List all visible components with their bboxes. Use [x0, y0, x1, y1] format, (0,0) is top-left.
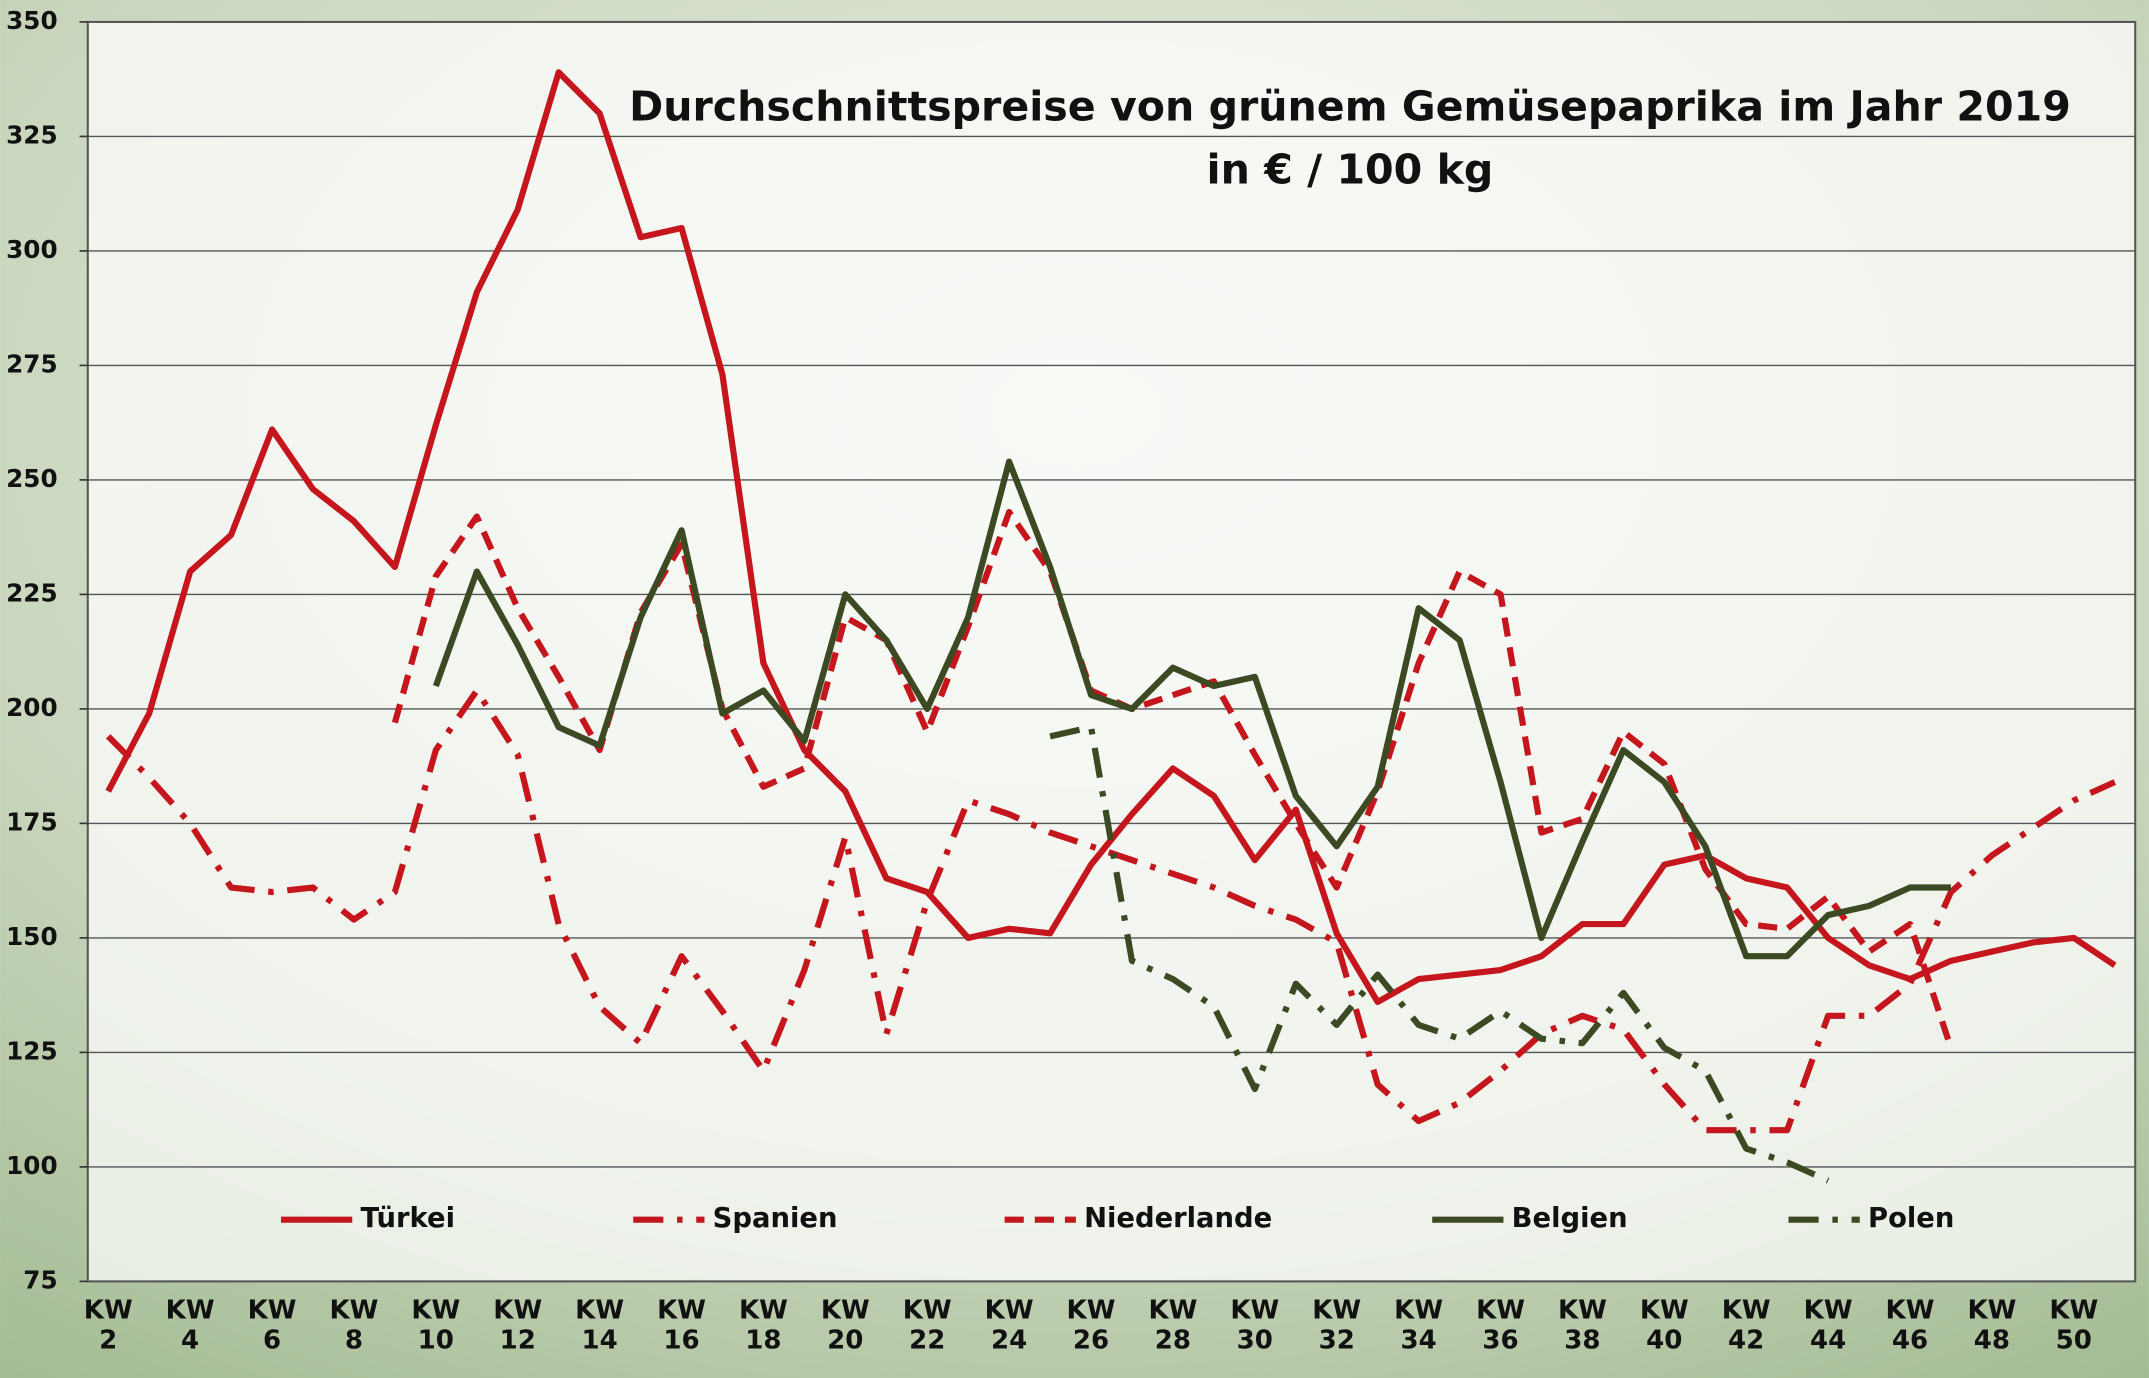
- x-tick-label: KW 22: [902, 1295, 952, 1356]
- legend-label: Polen: [1868, 1203, 1954, 1234]
- x-tick-label-box: KW 2: [83, 1295, 133, 1356]
- x-tick-label-box: KW 26: [1066, 1295, 1116, 1356]
- x-tick-label: KW 28: [1148, 1295, 1198, 1356]
- x-tick-label-box: KW 12: [493, 1295, 543, 1356]
- x-tick-label: KW 50: [2049, 1295, 2099, 1356]
- series-line: [105, 687, 2117, 1134]
- y-tick-label: 125: [6, 1036, 57, 1065]
- x-tick-label-box: KW 6: [247, 1295, 297, 1356]
- x-tick-label-box: KW 30: [1230, 1295, 1280, 1356]
- series-line: [432, 458, 1951, 960]
- x-tick-label-box: KW 42: [1721, 1295, 1771, 1356]
- y-tick-label: 100: [6, 1151, 57, 1180]
- plot-area: [86, 20, 2137, 1283]
- x-tick-label: KW 26: [1066, 1295, 1116, 1356]
- x-tick-label: KW 44: [1803, 1295, 1853, 1356]
- x-tick-label: KW 48: [1967, 1295, 2017, 1356]
- x-tick-label-box: KW 14: [575, 1295, 625, 1356]
- x-tick-label-box: KW 32: [1312, 1295, 1362, 1356]
- x-tick-label: KW 16: [657, 1295, 706, 1356]
- legend-label: Spanien: [713, 1203, 838, 1234]
- x-tick-label: KW 32: [1312, 1295, 1362, 1356]
- x-tick-label-box: KW 16: [657, 1295, 706, 1356]
- x-tick-label: KW 30: [1230, 1295, 1280, 1356]
- x-tick-label-box: KW 10: [411, 1295, 461, 1356]
- x-tick-label: KW 46: [1885, 1295, 1935, 1356]
- x-tick-label-box: KW 38: [1557, 1295, 1607, 1356]
- x-tick-label: KW 4: [165, 1295, 215, 1356]
- x-tick-label-box: KW 4: [165, 1295, 215, 1356]
- chart-subtitle: in € / 100 kg: [1207, 146, 1494, 194]
- x-tick-label-box: KW 46: [1885, 1295, 1935, 1356]
- x-tick-label: KW 12: [493, 1295, 543, 1356]
- x-tick-label-box: KW 24: [984, 1295, 1034, 1356]
- x-tick-label-box: KW 44: [1803, 1295, 1853, 1356]
- x-tick-label-box: KW 50: [2049, 1295, 2099, 1356]
- x-tick-label: KW 14: [575, 1295, 625, 1356]
- y-tick-label: 200: [6, 693, 57, 722]
- y-tick-label: 150: [6, 922, 57, 951]
- x-tick-label-box: KW 48: [1967, 1295, 2017, 1356]
- x-tick-label-box: KW 20: [820, 1295, 870, 1356]
- x-tick-label: KW 18: [738, 1295, 788, 1356]
- y-tick-label: 175: [6, 807, 57, 836]
- legend-label: Türkei: [360, 1203, 455, 1234]
- x-tick-label: KW 24: [984, 1295, 1034, 1356]
- x-tick-label: KW 38: [1557, 1295, 1607, 1356]
- y-tick-label: 350: [6, 6, 57, 35]
- y-tick-label: 300: [6, 235, 57, 264]
- legend-label: Niederlande: [1084, 1203, 1272, 1234]
- x-tick-label: KW 6: [247, 1295, 297, 1356]
- x-tick-label-box: KW 18: [738, 1295, 788, 1356]
- chart-title: Durchschnittspreise von grünem Gemüsepap…: [629, 83, 2071, 131]
- x-tick-label-box: KW 22: [902, 1295, 952, 1356]
- y-tick-label: 75: [23, 1265, 57, 1294]
- legend-label: Belgien: [1512, 1203, 1628, 1234]
- x-tick-label: KW 42: [1721, 1295, 1771, 1356]
- x-tick-label: KW 20: [820, 1295, 870, 1356]
- x-tick-label-box: KW 8: [329, 1295, 379, 1356]
- x-tick-label: KW 2: [83, 1295, 133, 1356]
- y-tick-label: 225: [6, 578, 57, 607]
- x-tick-label-box: KW 40: [1639, 1295, 1689, 1356]
- x-tick-label: KW 34: [1394, 1295, 1444, 1356]
- y-tick-label: 250: [6, 464, 57, 493]
- x-tick-label: KW 40: [1639, 1295, 1689, 1356]
- series-line: [1049, 724, 1830, 1184]
- x-tick-label: KW 36: [1476, 1295, 1525, 1356]
- y-tick-label: 325: [6, 120, 57, 149]
- x-tick-label-box: KW 34: [1394, 1295, 1444, 1356]
- y-tick-label: 275: [6, 349, 57, 378]
- x-tick-label: KW 8: [329, 1295, 379, 1356]
- x-tick-label: KW 10: [411, 1295, 461, 1356]
- x-tick-label-box: KW 28: [1148, 1295, 1198, 1356]
- x-tick-label-box: KW 36: [1476, 1295, 1525, 1356]
- series-line: [391, 508, 1954, 1049]
